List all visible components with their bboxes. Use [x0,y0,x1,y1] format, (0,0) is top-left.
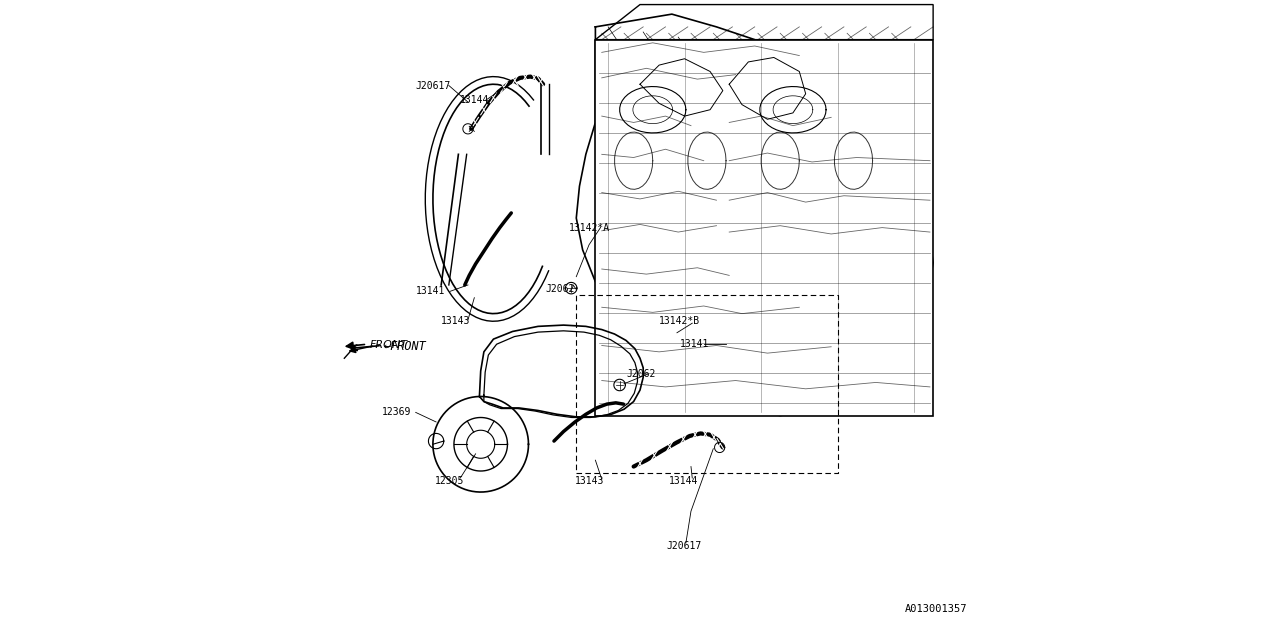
Text: 13144: 13144 [461,95,490,105]
Text: A013001357: A013001357 [905,604,966,614]
Text: 13142*B: 13142*B [659,316,700,326]
Text: FRONT: FRONT [370,340,408,351]
Text: J20617: J20617 [667,541,701,551]
Text: J20617: J20617 [416,81,451,90]
Text: J2062: J2062 [626,369,655,379]
Text: 13142*A: 13142*A [568,223,609,232]
Text: 12305: 12305 [435,476,465,486]
Text: J2062: J2062 [545,284,575,294]
Polygon shape [595,4,933,40]
Text: 13141: 13141 [416,286,445,296]
Text: ←FRONT: ←FRONT [384,340,426,353]
Text: 12369: 12369 [381,408,411,417]
Text: 13144: 13144 [668,476,698,486]
Text: 13143: 13143 [442,316,471,326]
Text: 13141: 13141 [680,339,709,349]
Polygon shape [595,40,933,415]
Text: 13143: 13143 [575,476,604,486]
